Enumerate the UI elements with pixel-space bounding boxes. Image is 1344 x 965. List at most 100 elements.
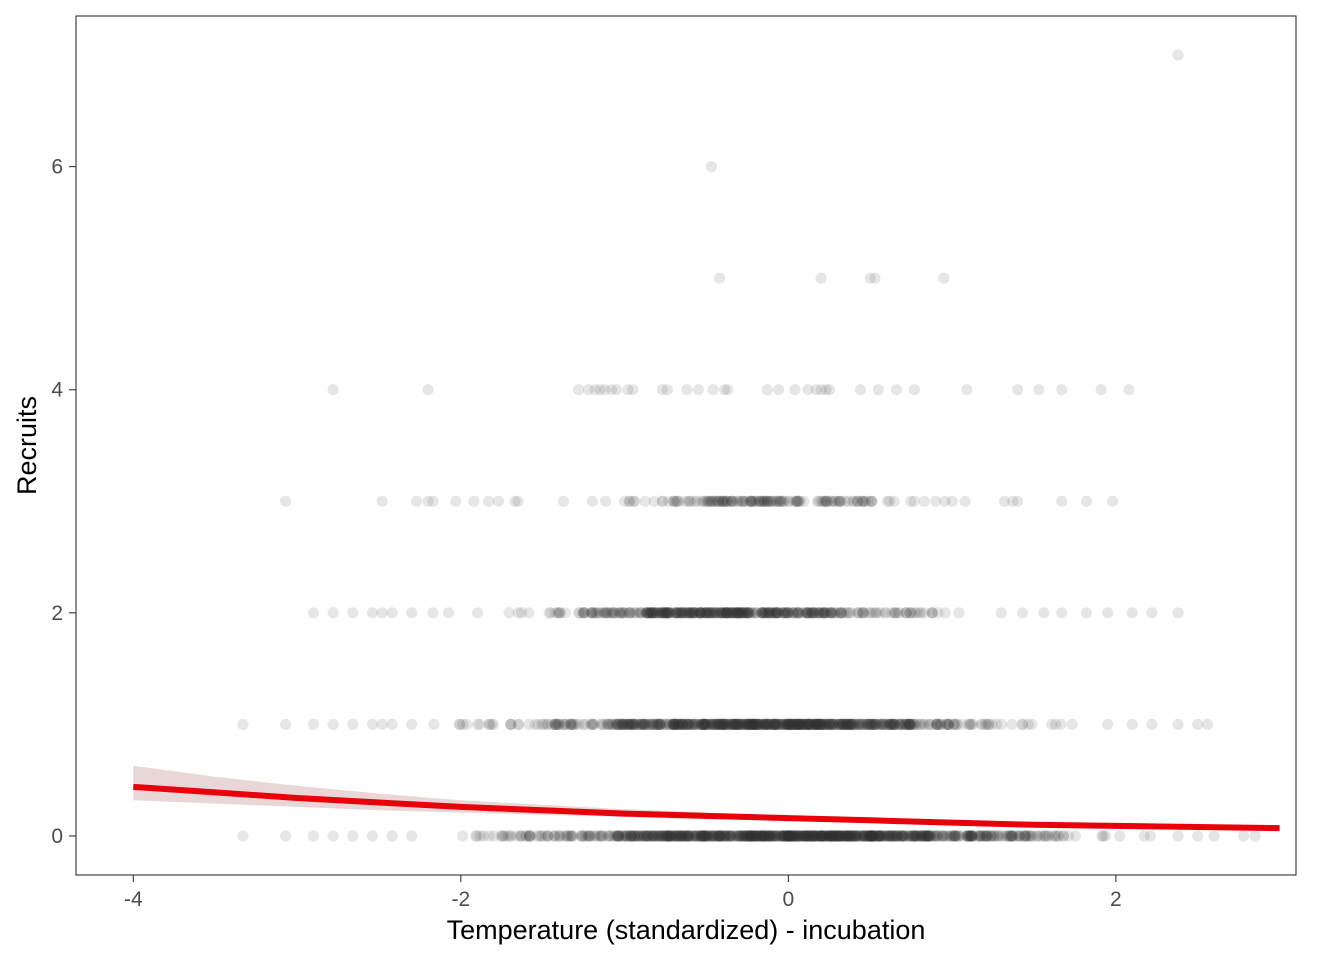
data-point <box>826 718 838 731</box>
data-point <box>715 830 727 842</box>
data-point <box>693 830 705 842</box>
data-point <box>613 718 625 731</box>
data-point <box>921 830 933 842</box>
data-point <box>873 718 885 731</box>
data-point <box>712 607 724 619</box>
data-point <box>709 718 721 731</box>
data-point <box>819 830 831 842</box>
data-point <box>774 718 786 731</box>
data-point <box>961 384 973 396</box>
data-point <box>819 718 831 731</box>
data-point <box>867 830 879 842</box>
data-point <box>904 718 916 731</box>
data-point <box>825 495 837 507</box>
data-point <box>804 718 816 731</box>
data-point <box>817 495 829 507</box>
data-point <box>776 495 788 507</box>
data-point <box>778 718 790 731</box>
data-point <box>524 830 536 842</box>
data-point <box>797 718 810 731</box>
data-point <box>585 830 597 842</box>
data-point <box>847 718 859 731</box>
data-point <box>718 718 730 731</box>
data-point <box>595 718 608 731</box>
data-point <box>682 718 694 731</box>
data-point <box>625 830 637 842</box>
data-point <box>602 830 614 842</box>
data-point <box>787 718 799 731</box>
data-point <box>732 607 744 619</box>
data-point <box>693 607 705 619</box>
data-point <box>686 607 698 619</box>
data-point <box>700 718 712 731</box>
data-point <box>961 830 973 842</box>
data-point <box>717 495 729 507</box>
data-point <box>820 495 832 507</box>
data-point <box>457 830 469 842</box>
data-point <box>600 607 613 619</box>
data-point <box>748 718 760 731</box>
data-point <box>815 272 827 284</box>
data-point <box>770 830 783 842</box>
data-point <box>520 830 532 842</box>
data-point <box>661 607 673 619</box>
data-point <box>858 830 871 842</box>
data-point <box>552 718 564 731</box>
data-point <box>646 718 658 731</box>
data-point <box>628 718 640 731</box>
data-point <box>567 830 579 842</box>
data-point <box>807 607 819 619</box>
data-point <box>801 718 814 731</box>
data-point <box>885 607 897 619</box>
data-point <box>718 718 730 731</box>
data-point <box>858 607 870 619</box>
data-point <box>864 718 876 731</box>
data-point <box>642 607 654 619</box>
data-point <box>667 718 679 731</box>
data-point <box>750 718 762 731</box>
data-point <box>784 830 796 842</box>
data-point <box>840 830 852 842</box>
data-point <box>1005 830 1018 842</box>
data-point <box>755 830 767 842</box>
data-point <box>951 718 963 731</box>
data-point <box>620 830 632 842</box>
data-point <box>854 830 866 842</box>
data-point <box>793 718 805 731</box>
data-point <box>735 607 747 619</box>
data-point <box>696 718 708 731</box>
data-point <box>607 718 619 731</box>
data-point <box>869 830 881 842</box>
data-point <box>834 830 846 842</box>
data-point <box>827 718 839 731</box>
data-point <box>579 607 591 619</box>
data-point <box>698 607 710 619</box>
data-point <box>821 495 834 507</box>
data-point <box>453 718 465 731</box>
data-point <box>995 718 1008 731</box>
data-point <box>727 830 739 842</box>
data-point <box>833 718 846 731</box>
data-point <box>683 607 695 619</box>
data-point <box>794 495 806 507</box>
data-point <box>1202 718 1214 731</box>
data-point <box>717 495 729 507</box>
data-point <box>745 830 757 842</box>
data-point <box>928 830 941 842</box>
data-point <box>673 607 686 619</box>
data-point <box>663 718 676 731</box>
data-point <box>702 495 715 507</box>
data-point <box>828 607 841 619</box>
data-point <box>885 718 897 731</box>
data-point <box>792 718 804 731</box>
data-point <box>792 607 804 619</box>
data-point <box>782 830 794 842</box>
data-point <box>677 718 689 731</box>
data-point <box>557 495 570 507</box>
data-point <box>549 607 562 619</box>
data-point <box>699 830 711 842</box>
data-point <box>721 607 733 619</box>
data-point <box>776 607 788 619</box>
data-point <box>450 495 462 507</box>
